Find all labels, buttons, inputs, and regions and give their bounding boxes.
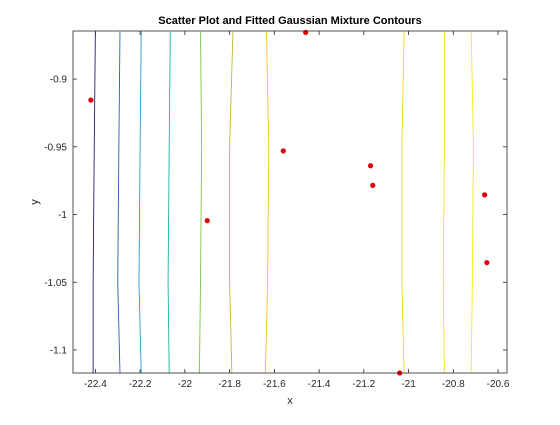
scatter-point bbox=[370, 182, 376, 189]
scatter-point bbox=[484, 260, 490, 266]
scatter-point bbox=[204, 218, 210, 224]
contour-line-10 bbox=[470, 31, 474, 374]
contour-line-8 bbox=[401, 31, 405, 374]
x-tick-label: -20.8 bbox=[442, 379, 465, 390]
y-axis-label: y bbox=[29, 199, 41, 205]
x-tick-label: -21.4 bbox=[308, 379, 331, 390]
x-tick-label: -21.8 bbox=[218, 379, 241, 390]
plot-area-frame bbox=[72, 30, 508, 374]
y-tick-label: -1.05 bbox=[44, 278, 67, 289]
scatter-points-layer bbox=[88, 29, 490, 376]
contour-line-6 bbox=[229, 31, 234, 374]
y-axis: -0.9 -0.95 -1 -1.05 -1.1 bbox=[44, 75, 507, 356]
contour-line-1 bbox=[92, 31, 96, 373]
x-axis-label: x bbox=[287, 395, 293, 407]
y-tick-label: -1.1 bbox=[50, 345, 68, 356]
y-tick-label: -0.9 bbox=[50, 75, 68, 86]
x-tick-label: -21.2 bbox=[352, 379, 375, 390]
scatter-point bbox=[482, 192, 488, 198]
scatter-point bbox=[280, 148, 286, 154]
scatter-point bbox=[88, 97, 94, 103]
x-tick-label: -22.2 bbox=[129, 379, 152, 390]
chart-title: Scatter Plot and Fitted Gaussian Mixture… bbox=[158, 15, 421, 27]
y-tick-label: -1 bbox=[58, 210, 67, 221]
y-tick-label: -0.95 bbox=[44, 142, 67, 153]
scatter-point bbox=[303, 29, 309, 35]
contour-line-7 bbox=[264, 31, 270, 374]
contour-line-5 bbox=[198, 31, 203, 374]
contour-line-9 bbox=[442, 31, 445, 374]
contour-line-2 bbox=[117, 31, 121, 374]
x-tick-label: -20.6 bbox=[487, 379, 510, 390]
plot-area-background bbox=[73, 31, 507, 373]
x-tick-label: -21 bbox=[401, 379, 416, 390]
x-tick-label: -22.4 bbox=[84, 379, 107, 390]
x-tick-label: -21.6 bbox=[263, 379, 286, 390]
contour-line-4 bbox=[167, 31, 171, 374]
x-tick-label: -22 bbox=[178, 379, 193, 390]
x-axis: -22.4 -22.2 -22 -21.8 -21.6 -21.4 -21.2 -21 -20.… bbox=[84, 31, 510, 390]
contour-layer bbox=[92, 31, 474, 374]
scatter-point bbox=[367, 163, 374, 169]
contour-line-3 bbox=[138, 31, 142, 374]
